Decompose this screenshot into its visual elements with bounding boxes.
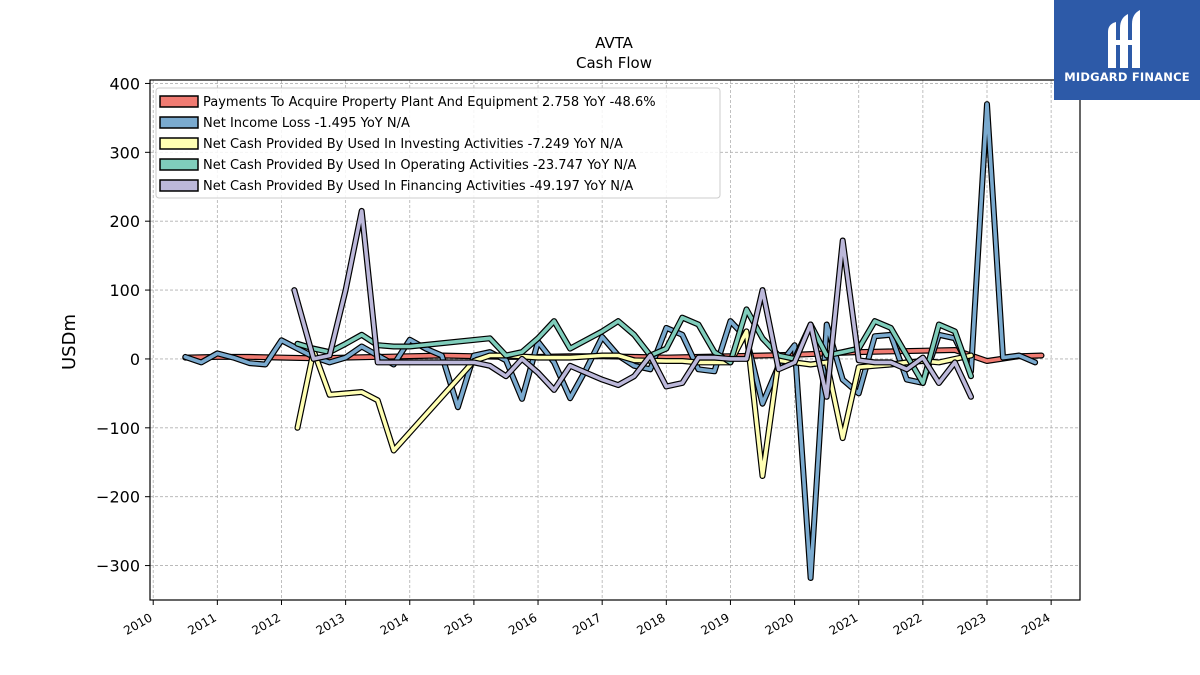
series-layer [182, 101, 1045, 581]
brand-mark-icon [1108, 10, 1140, 68]
y-tick-label: 200 [109, 212, 140, 231]
brand-logo: MIDGARD FINANCE [1054, 0, 1200, 100]
y-tick-label: 100 [109, 281, 140, 300]
y-axis-label: USDm [59, 314, 80, 370]
legend-swatch [159, 137, 199, 150]
y-tick-label: 300 [109, 143, 140, 162]
legend-swatch [159, 158, 199, 171]
legend-swatch [159, 95, 199, 108]
chart-title: AVTA [595, 34, 634, 52]
legend-swatch [159, 179, 199, 192]
legend-label: Net Cash Provided By Used In Investing A… [203, 137, 623, 152]
y-tick-label: −300 [96, 557, 140, 576]
brand-name: MIDGARD FINANCE [1064, 70, 1190, 84]
legend-label: Payments To Acquire Property Plant And E… [203, 95, 656, 110]
y-tick-label: −200 [96, 488, 140, 507]
legend: Payments To Acquire Property Plant And E… [155, 87, 721, 199]
y-tick-label: −100 [96, 419, 140, 438]
legend-swatch [159, 116, 199, 129]
series-line [292, 209, 973, 399]
legend-box [155, 87, 721, 199]
y-tick-label: 0 [130, 350, 140, 369]
series-line [183, 102, 1037, 580]
legend-label: Net Income Loss -1.495 YoY N/A [203, 116, 410, 131]
y-tick-label: 400 [109, 74, 140, 93]
chart-subtitle: Cash Flow [576, 54, 652, 72]
legend-label: Net Cash Provided By Used In Operating A… [203, 158, 637, 173]
legend-label: Net Cash Provided By Used In Financing A… [203, 179, 633, 194]
plot-frame [149, 79, 1081, 601]
series-line [295, 307, 973, 385]
